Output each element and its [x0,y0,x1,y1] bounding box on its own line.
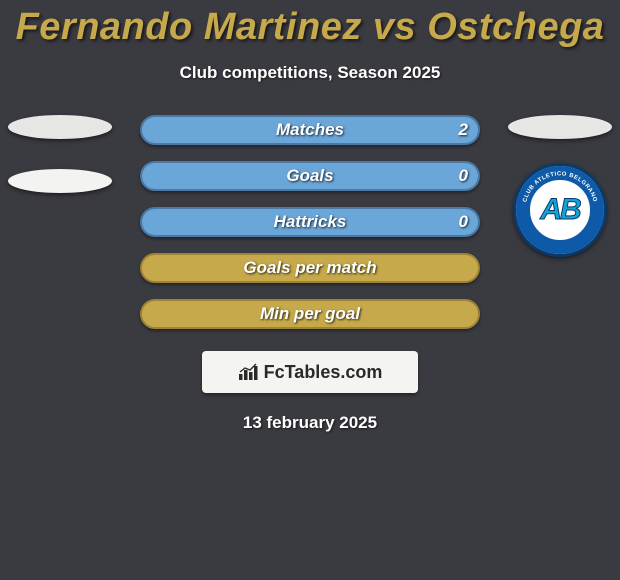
stat-bar-label: Matches [276,120,344,140]
stat-bar-label: Hattricks [274,212,347,232]
stat-bar-label: Min per goal [260,304,360,324]
stat-bar-value-right: 0 [459,212,468,232]
stat-bar: Min per goal [140,299,480,329]
comparison-stage: CLUB ATLETICO BELGRANO CORDOBA AB Matche… [0,115,620,329]
left-ellipse-1 [8,115,112,139]
stat-bar-label: Goals [286,166,333,186]
stat-bar: Matches 2 [140,115,480,145]
stat-bars: Matches 2 Goals 0 Hattricks 0 Goals per match M… [140,115,480,329]
stat-bar: Hattricks 0 [140,207,480,237]
right-player-col: CLUB ATLETICO BELGRANO CORDOBA AB [500,115,620,257]
stat-bar-label: Goals per match [243,258,376,278]
left-player-col [0,115,120,193]
stat-bar: Goals per match [140,253,480,283]
comparison-date: 13 february 2025 [0,413,620,433]
stat-bar-value-right: 0 [459,166,468,186]
fctables-logo-text: FcTables.com [264,362,383,383]
comparison-subtitle: Club competitions, Season 2025 [0,63,620,83]
stat-bar: Goals 0 [140,161,480,191]
left-ellipse-2 [8,169,112,193]
club-badge-initials: AB [540,193,579,227]
comparison-title: Fernando Martinez vs Ostchega [0,0,620,49]
club-badge: CLUB ATLETICO BELGRANO CORDOBA AB [513,163,607,257]
right-ellipse-1 [508,115,612,139]
bar-chart-icon [238,363,260,381]
stat-bar-value-right: 2 [459,120,468,140]
fctables-logo: FcTables.com [202,351,418,393]
